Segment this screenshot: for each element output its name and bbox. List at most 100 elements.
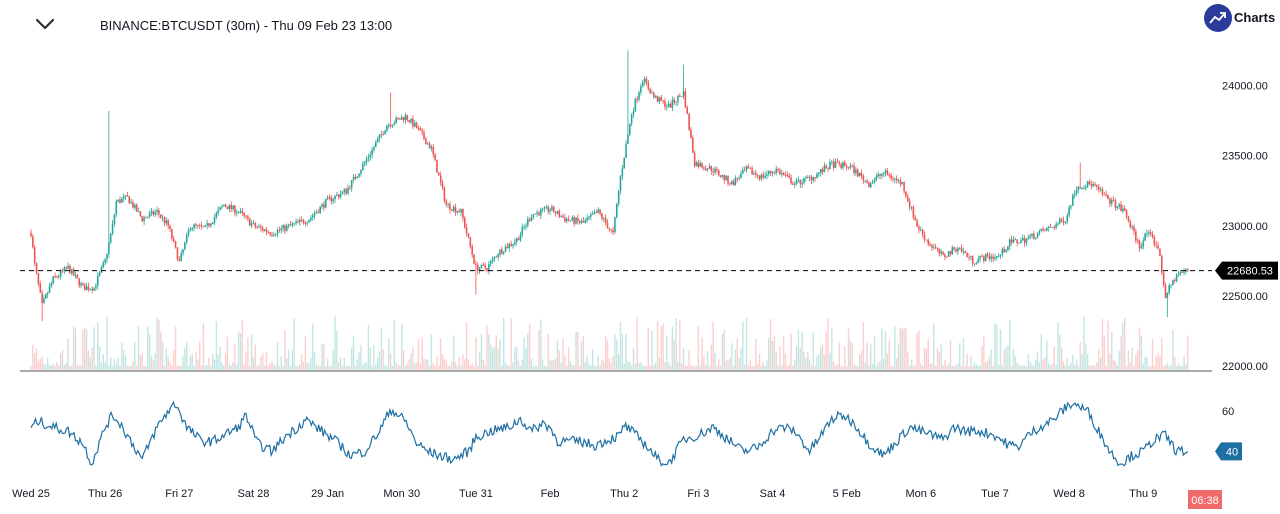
volume-bar [236,364,238,370]
volume-bar [299,364,301,370]
volume-bar [807,352,809,370]
candle-body [1099,189,1102,191]
candle-body [599,209,601,214]
candle-body [808,176,811,178]
last-price-label: 22680.53 [1227,266,1273,278]
candle-body [519,234,522,241]
volume-bar [247,337,249,370]
candle-body [193,224,195,228]
candle-body [792,183,794,185]
candle-body [994,257,996,259]
candle-body [243,213,245,216]
volume-bar [276,341,279,370]
logo-text: Charts [1234,10,1276,25]
time-tick-label: Thu 2 [610,488,638,500]
candle-body [716,168,718,171]
candle-body [658,97,661,102]
candle-body [143,217,145,222]
volume-bar [503,318,505,370]
time-tick-label: Wed 8 [1053,488,1085,500]
volume-bar [371,365,373,370]
volume-bar [632,348,635,370]
candle-body [1008,239,1011,247]
volume-bar [443,358,446,370]
volume-bar [1009,320,1011,370]
candle-body [597,209,600,213]
volume-bar [1181,365,1183,370]
candle-body [475,263,477,265]
candle-body [245,215,247,217]
volume-bar [80,365,82,370]
candle-body [1047,226,1050,228]
candle-body [421,130,423,133]
volume-bar [684,365,687,370]
collapse-button[interactable] [30,10,60,38]
candle-body [146,216,149,218]
volume-bar [990,349,992,370]
candle-body [549,209,551,212]
volume-bar [1077,365,1080,370]
volume-bar [918,330,920,370]
candle-body [1001,248,1004,255]
candle-body [871,182,874,184]
volume-bar [801,331,803,370]
volume-bar [69,365,71,370]
candle-body [478,268,481,271]
volume-bar [673,339,675,370]
candle-body [222,204,225,207]
charts-logo[interactable] [1204,4,1232,32]
candle-body [378,134,381,139]
candle-body [502,252,505,254]
volume-bar [838,343,840,370]
volume-bar [616,339,618,370]
volume-bar [284,329,286,370]
candle-body [843,162,846,166]
candle-body [187,230,190,235]
volume-bar [265,352,268,370]
time-tick-label: 29 Jan [311,488,344,500]
candle-body [693,152,696,166]
volume-bar [395,362,397,370]
volume-bar [50,365,53,370]
volume-bar [449,365,451,370]
volume-bar [471,363,473,370]
volume-bar [121,342,123,370]
candle-body [888,175,891,177]
candle-body [108,242,110,255]
volume-bar [1098,349,1100,370]
volume-bar [380,327,383,370]
candle-body [749,168,752,170]
candle-body [931,245,933,248]
volume-bar [868,364,870,370]
candle-body [853,165,855,174]
candle-body [556,211,559,214]
volume-bar [1007,345,1009,370]
candle-body [93,287,95,291]
volume-bar [567,347,570,370]
volume-bar [497,348,499,370]
candle-body [291,223,294,226]
candle-body [1018,242,1020,244]
volume-bar [977,365,979,370]
chart-title: BINANCE:BTCUSDT (30m) - Thu 09 Feb 23 13… [100,18,393,33]
candle-body [341,191,344,194]
volume-bar [914,365,916,370]
candle-body [1131,226,1133,228]
volume-bar [1111,331,1113,370]
volume-bar [84,327,86,370]
volume-bar [688,350,690,370]
volume-bar [873,335,876,370]
volume-bar [158,319,160,370]
volume-bar [458,357,460,370]
volume-bar [469,365,472,370]
volume-bar [1001,365,1004,370]
candle-body [501,249,503,254]
candle-body [254,223,257,227]
volume-bar [169,361,171,370]
volume-bar [273,364,275,370]
volume-bar [512,362,514,370]
candle-body [614,217,616,233]
candle-body [1046,227,1048,231]
candle-body [332,199,334,202]
